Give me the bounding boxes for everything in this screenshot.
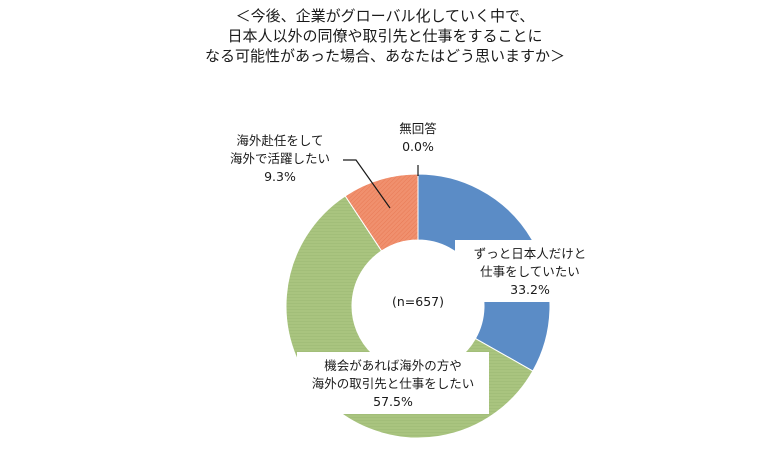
- label-work-with-foreigners-value: 57.5%: [373, 394, 413, 409]
- label-no-answer-value: 0.0%: [402, 139, 434, 154]
- label-japanese-only-text: 仕事をしていたい: [480, 264, 580, 279]
- leader-work-abroad: [343, 159, 391, 209]
- chart-title-line-1: ＜今後、企業がグローバル化していく中で、: [235, 7, 535, 25]
- sample-size-label: (n=657): [392, 294, 444, 309]
- label-japanese-only-text: ずっと日本人だけと: [474, 246, 587, 261]
- chart-title-line-3: なる可能性があった場合、あなたはどう思いますか＞: [204, 47, 565, 65]
- label-work-abroad-value: 9.3%: [264, 169, 296, 184]
- chart-title: ＜今後、企業がグローバル化していく中で、 日本人以外の同僚や取引先と仕事をするこ…: [0, 6, 770, 66]
- label-japanese-only-background: [455, 240, 605, 302]
- label-work-with-foreigners-text: 機会があれば海外の方や: [324, 358, 462, 373]
- label-work-abroad-text: 海外で活躍したい: [230, 151, 330, 166]
- label-work-with-foreigners-text: 海外の取引先と仕事をしたい: [312, 376, 475, 391]
- label-work-abroad-text: 海外赴任をして: [236, 133, 323, 148]
- label-no-answer-text: 無回答: [399, 121, 437, 136]
- label-japanese-only-value: 33.2%: [510, 282, 550, 297]
- chart-title-line-2: 日本人以外の同僚や取引先と仕事をすることに: [227, 27, 543, 45]
- label-work-with-foreigners-background: [297, 352, 489, 414]
- label-no-answer: 無回答 0.0%: [399, 121, 437, 154]
